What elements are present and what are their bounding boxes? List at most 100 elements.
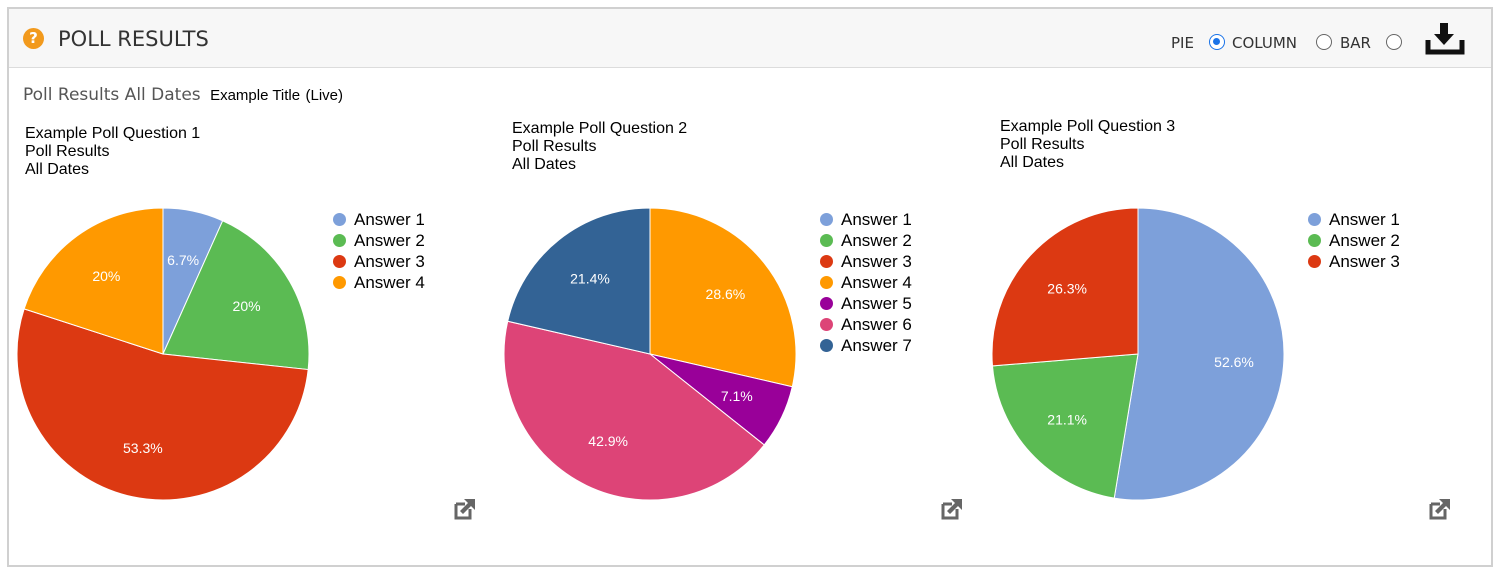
pie-slice-label: 28.6% <box>706 286 746 302</box>
pie-slice[interactable] <box>503 320 765 501</box>
poll-chart-question-2: Example Poll Question 2 Poll Results All D… <box>496 120 976 525</box>
pie-slice[interactable] <box>991 353 1139 499</box>
pie-chart: 6.7% 20% 53.3% 20% <box>16 207 310 501</box>
event-title: Example Title <box>210 87 301 104</box>
legend-label: Answer 3 <box>841 252 912 271</box>
pie-chart: 28.6% 7.1% 42.9% 21.4% <box>503 207 797 501</box>
pie-slice[interactable] <box>649 207 797 388</box>
legend-label: Answer 1 <box>354 210 425 229</box>
legend-swatch <box>1308 255 1321 268</box>
report-subtitle-label: Poll Results All Dates <box>23 85 201 105</box>
panel-title: POLL RESULTS <box>58 27 209 51</box>
legend-item[interactable]: Answer 1 <box>820 209 912 230</box>
legend-swatch <box>820 255 833 268</box>
pie-slice[interactable] <box>23 207 164 355</box>
external-link-icon[interactable] <box>940 497 964 521</box>
legend-label: Answer 7 <box>841 336 912 355</box>
legend-swatch <box>1308 234 1321 247</box>
legend-label: Answer 1 <box>1329 210 1400 229</box>
legend-item[interactable]: Answer 6 <box>820 314 912 335</box>
pie-slice[interactable] <box>16 308 309 501</box>
legend-label: Answer 2 <box>354 231 425 250</box>
chart-title-line: All Dates <box>512 156 577 173</box>
legend-swatch <box>820 339 833 352</box>
pie-slice-label: 52.6% <box>1214 354 1254 370</box>
pie-slice[interactable] <box>507 207 651 355</box>
chart-title-line: Poll Results <box>25 143 110 160</box>
legend-item[interactable]: Answer 4 <box>333 272 425 293</box>
external-link-icon[interactable] <box>1428 497 1452 521</box>
poll-chart-question-1: Example Poll Question 1 Poll Results All D… <box>9 125 489 525</box>
chart-legend: Answer 1 Answer 2 Answer 3 <box>1308 209 1400 272</box>
report-subtitle: Poll Results All Dates Example Title (Li… <box>23 85 343 105</box>
pie-slice[interactable] <box>162 220 310 371</box>
pie-chart: 52.6% 21.1% 26.3% <box>991 207 1285 501</box>
chart-type-label-column: COLUMN <box>1232 34 1298 52</box>
panel-header: ? POLL RESULTS PIE COLUMN BAR <box>9 9 1491 68</box>
legend-item[interactable]: Answer 2 <box>1308 230 1400 251</box>
legend-swatch <box>333 255 346 268</box>
chart-title-line: Poll Results <box>1000 136 1085 153</box>
pie-slice-label: 20% <box>233 298 261 314</box>
legend-swatch <box>333 234 346 247</box>
chart-title-line: Example Poll Question 2 <box>512 120 688 137</box>
legend-item[interactable]: Answer 7 <box>820 335 912 356</box>
pie-slice-label: 42.9% <box>588 433 628 449</box>
pie-slice[interactable] <box>1113 207 1285 501</box>
legend-label: Answer 3 <box>1329 252 1400 271</box>
legend-item[interactable]: Answer 3 <box>820 251 912 272</box>
chart-type-label-bar: BAR <box>1340 34 1371 52</box>
legend-item[interactable]: Answer 1 <box>1308 209 1400 230</box>
legend-swatch <box>820 234 833 247</box>
legend-item[interactable]: Answer 2 <box>333 230 425 251</box>
legend-swatch <box>820 318 833 331</box>
pie-slice-label: 6.7% <box>167 252 199 268</box>
pie-slice-label: 26.3% <box>1047 281 1087 297</box>
legend-label: Answer 3 <box>354 252 425 271</box>
legend-item[interactable]: Answer 1 <box>333 209 425 230</box>
legend-label: Answer 2 <box>1329 231 1400 250</box>
chart-title-line: Example Poll Question 3 <box>1000 118 1176 135</box>
legend-label: Answer 4 <box>354 273 425 292</box>
external-link-icon[interactable] <box>453 497 477 521</box>
chart-title-line: Poll Results <box>512 138 597 155</box>
legend-item[interactable]: Answer 5 <box>820 293 912 314</box>
chart-title: Example Poll Question 2 Poll Results All D… <box>512 120 687 174</box>
pie-slice-label: 21.4% <box>570 271 610 287</box>
download-icon[interactable] <box>1425 21 1465 55</box>
legend-swatch <box>820 276 833 289</box>
pie-slice-label: 20% <box>92 268 120 284</box>
legend-item[interactable]: Answer 2 <box>820 230 912 251</box>
chart-title-line: Example Poll Question 1 <box>25 125 201 142</box>
legend-swatch <box>820 297 833 310</box>
legend-swatch <box>333 276 346 289</box>
legend-label: Answer 6 <box>841 315 912 334</box>
chart-type-label-pie: PIE <box>1171 34 1194 52</box>
legend-label: Answer 1 <box>841 210 912 229</box>
chart-title-line: All Dates <box>1000 154 1065 171</box>
poll-results-panel: ? POLL RESULTS PIE COLUMN BAR Poll Resul… <box>7 7 1493 567</box>
poll-chart-question-3: Example Poll Question 3 Poll Results All D… <box>984 118 1464 525</box>
chart-legend: Answer 1 Answer 2 Answer 3 Answer 4 <box>333 209 425 293</box>
chart-title-line: All Dates <box>25 161 90 178</box>
chart-type-radio-column[interactable] <box>1316 34 1332 50</box>
legend-swatch <box>333 213 346 226</box>
legend-swatch <box>820 213 833 226</box>
pie-slice-label: 21.1% <box>1047 411 1087 427</box>
legend-label: Answer 2 <box>841 231 912 250</box>
legend-item[interactable]: Answer 3 <box>1308 251 1400 272</box>
legend-item[interactable]: Answer 3 <box>333 251 425 272</box>
chart-title: Example Poll Question 3 Poll Results All D… <box>1000 118 1175 172</box>
legend-label: Answer 5 <box>841 294 912 313</box>
chart-title: Example Poll Question 1 Poll Results All D… <box>25 125 200 179</box>
help-icon[interactable]: ? <box>23 28 44 49</box>
chart-type-radio-pie[interactable] <box>1209 34 1225 50</box>
pie-slice-label: 7.1% <box>721 388 753 404</box>
legend-item[interactable]: Answer 4 <box>820 272 912 293</box>
pie-slice-label: 53.3% <box>123 440 163 456</box>
chart-type-radio-bar[interactable] <box>1386 34 1402 50</box>
pie-slice[interactable] <box>991 207 1139 367</box>
legend-label: Answer 4 <box>841 273 912 292</box>
legend-swatch <box>1308 213 1321 226</box>
event-status: (Live) <box>305 87 344 104</box>
